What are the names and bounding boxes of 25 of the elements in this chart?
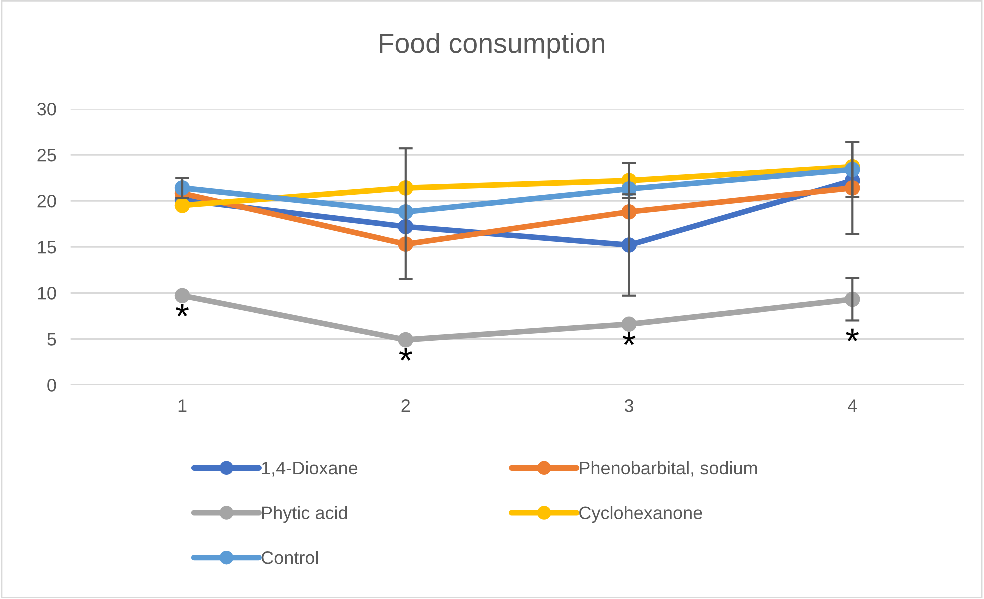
point: [398, 332, 414, 348]
legend-label: Phytic acid: [262, 506, 348, 524]
annotation: *: [399, 348, 412, 361]
y-tick-label: 5: [48, 333, 56, 346]
x-tick-label: 2: [402, 400, 410, 412]
legend-label: Cyclohexanone: [580, 506, 702, 524]
x-tick-label: 1: [178, 400, 187, 412]
y-tick-label: 15: [38, 241, 56, 254]
point: [622, 316, 637, 332]
point: [174, 288, 190, 304]
y-tick-label: 0: [48, 379, 56, 392]
x-tick-label: 4: [848, 400, 858, 412]
annotation: *: [176, 304, 189, 317]
chart-title: Food consumption: [380, 32, 604, 59]
legend-label: 1,4-Dioxane: [262, 461, 358, 477]
y-tick-label: 30: [38, 102, 56, 116]
legend-label: Control: [262, 551, 318, 564]
y-tick-label: 25: [38, 148, 56, 162]
y-tick-label: 20: [38, 195, 56, 208]
point: [174, 198, 190, 214]
y-tick-label: 10: [38, 287, 56, 300]
annotation: *: [846, 328, 860, 342]
annotation: *: [622, 332, 636, 346]
x-tick-label: 3: [624, 400, 634, 412]
legend-label: Phenobarbital, sodium: [580, 461, 758, 477]
